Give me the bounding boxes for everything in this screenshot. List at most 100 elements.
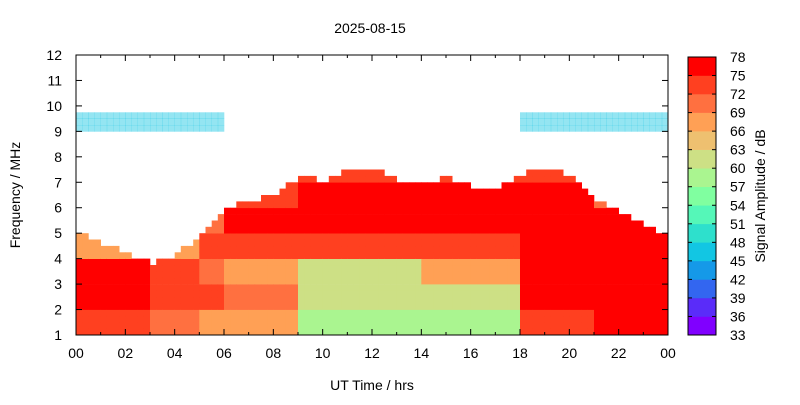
heatmap-cell xyxy=(187,277,194,285)
heatmap-cell xyxy=(661,315,669,323)
heatmap-cell xyxy=(106,265,114,272)
heatmap-cell xyxy=(285,265,293,272)
heatmap-cell xyxy=(575,220,582,228)
heatmap-cell xyxy=(328,258,336,266)
heatmap-cell xyxy=(415,271,422,279)
heatmap-cell xyxy=(359,252,367,259)
heatmap-cell xyxy=(464,214,471,221)
heatmap-cell xyxy=(427,195,434,202)
heatmap-cell xyxy=(76,265,83,272)
heatmap-cell xyxy=(661,328,669,336)
heatmap-cell xyxy=(606,322,613,329)
heatmap-cell xyxy=(464,220,471,228)
heatmap-cell xyxy=(439,195,447,202)
heatmap-cell xyxy=(661,271,669,279)
heatmap-cell xyxy=(631,315,638,323)
heatmap-cell xyxy=(384,220,391,228)
heatmap-cell xyxy=(310,214,317,221)
heatmap-cell xyxy=(396,290,404,298)
heatmap-cell xyxy=(365,296,373,304)
heatmap-cell xyxy=(464,265,471,272)
heatmap-cell xyxy=(217,296,225,304)
heatmap-cell xyxy=(661,277,669,285)
colorbar-band xyxy=(688,223,716,243)
heatmap-cell xyxy=(230,207,237,215)
heatmap-cell xyxy=(557,175,564,183)
heatmap-cell xyxy=(322,265,330,272)
heatmap-cell xyxy=(279,290,286,298)
heatmap-cell xyxy=(125,328,132,336)
heatmap-cell xyxy=(390,315,397,323)
heatmap-cell xyxy=(199,322,206,329)
heatmap-cell xyxy=(335,239,342,247)
heatmap-cell xyxy=(347,214,354,221)
heatmap-cell xyxy=(476,226,484,234)
heatmap-cell xyxy=(322,245,330,253)
heatmap-cell xyxy=(199,245,206,253)
heatmap-cell xyxy=(211,239,219,247)
heatmap-cell xyxy=(507,265,515,272)
heatmap-cell xyxy=(322,188,330,196)
heatmap-cell xyxy=(82,252,89,259)
colorbar-tick-label: 42 xyxy=(730,271,746,287)
heatmap-cell xyxy=(298,201,305,209)
heatmap-cell xyxy=(421,239,428,247)
heatmap-cell xyxy=(637,315,644,323)
heatmap-cell xyxy=(298,207,305,215)
heatmap-cell xyxy=(563,118,570,126)
heatmap-cell xyxy=(353,258,360,266)
heatmap-cell xyxy=(353,169,360,177)
heatmap-cell xyxy=(94,112,101,119)
heatmap-cell xyxy=(242,258,249,266)
x-tick-label: 02 xyxy=(118,345,134,361)
heatmap-cell xyxy=(396,322,404,329)
heatmap-cell xyxy=(489,245,496,253)
heatmap-cell xyxy=(538,296,545,304)
heatmap-cell xyxy=(587,112,595,119)
heatmap-cell xyxy=(501,303,508,310)
heatmap-cell xyxy=(378,220,385,228)
heatmap-cell xyxy=(119,265,126,272)
heatmap-cell xyxy=(113,112,120,119)
heatmap-cell xyxy=(193,277,200,285)
heatmap-cell xyxy=(427,214,434,221)
heatmap-cell xyxy=(310,296,317,304)
heatmap-cell xyxy=(291,220,299,228)
heatmap-cell xyxy=(298,239,305,247)
heatmap-cell xyxy=(335,182,342,189)
heatmap-cell xyxy=(489,195,496,202)
heatmap-cell xyxy=(409,322,416,329)
heatmap-cell xyxy=(421,188,428,196)
heatmap-cell xyxy=(421,315,428,323)
heatmap-cell xyxy=(390,328,397,336)
heatmap-cell xyxy=(575,214,582,221)
x-tick-label: 22 xyxy=(611,345,627,361)
heatmap-cell xyxy=(378,239,385,247)
heatmap-cell xyxy=(495,277,502,285)
heatmap-cell xyxy=(384,207,391,215)
heatmap-cell xyxy=(359,207,367,215)
heatmap-cell xyxy=(557,252,564,259)
heatmap-cell xyxy=(612,245,619,253)
heatmap-cell xyxy=(187,125,194,132)
heatmap-cell xyxy=(495,252,502,259)
heatmap-cell xyxy=(575,201,582,209)
heatmap-cell xyxy=(643,328,650,336)
heatmap-cell xyxy=(359,271,367,279)
colorbar-tick-label: 57 xyxy=(730,179,746,195)
heatmap-cell xyxy=(421,303,428,310)
heatmap-cell xyxy=(180,258,188,266)
heatmap-cell xyxy=(162,125,169,132)
heatmap-cell xyxy=(131,125,138,132)
heatmap-cell xyxy=(322,296,330,304)
heatmap-cell xyxy=(328,303,336,310)
heatmap-cell xyxy=(476,277,484,285)
heatmap-cell xyxy=(261,296,268,304)
heatmap-cell xyxy=(427,265,434,272)
heatmap-cell xyxy=(631,277,638,285)
heatmap-cell xyxy=(532,322,539,329)
heatmap-cell xyxy=(612,233,619,240)
heatmap-cell xyxy=(390,303,397,310)
heatmap-cell xyxy=(446,201,453,209)
heatmap-cell xyxy=(310,201,317,209)
